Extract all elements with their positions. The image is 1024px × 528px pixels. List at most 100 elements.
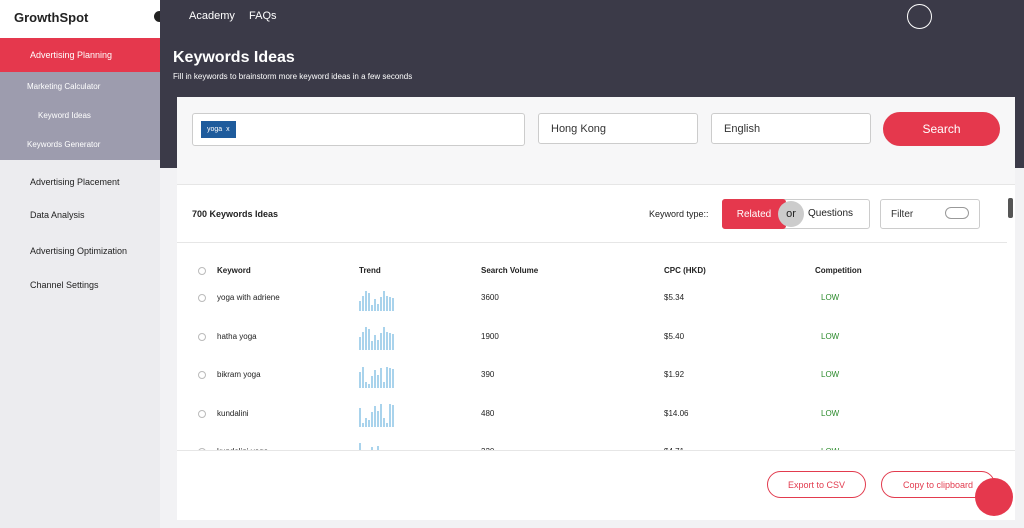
menu-item[interactable]: Advertising Placement [30, 177, 120, 187]
trend-bar [386, 422, 388, 427]
scrollbar [1008, 198, 1013, 218]
cpc: $5.40 [664, 331, 685, 341]
competition: LOW [821, 331, 840, 341]
result-count: 700 Keywords Ideas [192, 209, 279, 219]
trend-bar [377, 304, 379, 311]
trend-bar [389, 403, 391, 427]
checkbox[interactable] [198, 371, 206, 379]
trend-bar [374, 370, 376, 388]
chat-button[interactable] [975, 478, 1013, 516]
trend-bar [380, 368, 382, 388]
search-volume: 480 [481, 408, 495, 418]
cpc: $5.34 [664, 293, 685, 302]
column-header[interactable]: Search Volume [481, 266, 539, 275]
trend-bar [368, 384, 370, 388]
trend-bar [359, 372, 361, 388]
trend-bar [380, 332, 382, 350]
trend-bar [362, 422, 364, 427]
filter-switch[interactable] [945, 207, 969, 219]
trend-bar [368, 419, 370, 427]
notifications[interactable] [907, 4, 932, 29]
trend-bar [377, 410, 379, 427]
trend-bar [377, 339, 379, 350]
submenu-item[interactable]: Keyword Ideas [38, 110, 91, 120]
trend-bar [362, 296, 364, 311]
type-label: Keyword type:: [649, 209, 709, 219]
trend-bar [380, 297, 382, 311]
location-input[interactable]: Hong Kong [538, 113, 698, 144]
column-header: Trend [359, 266, 381, 275]
filter-text: Filter [891, 208, 914, 220]
divider [177, 242, 1007, 243]
keyword: kundalini [217, 408, 249, 418]
competition: LOW [821, 447, 839, 450]
trend-bar [362, 331, 364, 350]
submenu-item[interactable]: Marketing Calculator [27, 81, 101, 91]
keyword: kundalini yoga [217, 447, 268, 450]
keyword: yoga with adriene [217, 293, 280, 302]
cpc: $14.06 [664, 408, 689, 418]
column-header[interactable]: Keyword [217, 266, 251, 275]
trend-bar [359, 407, 361, 427]
trend-bar [371, 340, 373, 350]
menu-active[interactable]: Advertising Planning [0, 38, 160, 72]
tag-remove[interactable]: x [226, 126, 230, 133]
sparkline [359, 289, 399, 311]
trend-bar [371, 447, 373, 450]
submenu-bg [0, 72, 160, 160]
trend-bar [359, 336, 361, 350]
checkbox[interactable] [198, 409, 206, 418]
nav-link[interactable]: FAQs [249, 10, 277, 22]
trend-bar [392, 404, 394, 427]
export-button[interactable]: Export to CSV [767, 471, 866, 498]
type-questions[interactable]: Questions [808, 208, 854, 219]
menu-item[interactable]: Advertising Optimization [30, 246, 128, 256]
search-volume: 1900 [481, 331, 499, 341]
table-body: yoga with adriene 3600 $5.34 LOW hatha yoga 1… [177, 285, 1007, 450]
trend-bar [389, 332, 391, 350]
competition: LOW [821, 408, 840, 418]
menu-item[interactable]: Channel Settings [30, 280, 99, 290]
keyword-input[interactable]: yoga x [192, 113, 525, 146]
language-select[interactable]: English [711, 113, 871, 144]
tag-text: yoga [207, 126, 223, 133]
menu-item[interactable]: Data Analysis [30, 210, 85, 220]
sparkline [359, 443, 399, 450]
trend-bar [365, 417, 367, 427]
checkbox[interactable] [198, 332, 206, 341]
trend-bar [380, 403, 382, 427]
column-header[interactable]: Competition [815, 266, 862, 275]
checkbox[interactable] [198, 267, 206, 275]
page-title: Keywords Ideas [173, 49, 295, 66]
competition: LOW [821, 370, 840, 379]
search-button[interactable]: Search [883, 112, 1000, 146]
search-volume: 3600 [481, 293, 499, 302]
trend-bar [386, 296, 388, 311]
trend-bar [377, 375, 379, 388]
nav-link[interactable]: Academy [189, 10, 235, 22]
trend-bar [374, 405, 376, 427]
trend-bar [368, 293, 370, 311]
collapse[interactable] [154, 11, 165, 22]
trend-bar [383, 326, 385, 350]
sidebar: GrowthSpot Advertising Planning Marketin… [0, 0, 165, 528]
submenu-item[interactable]: Keywords Generator [27, 139, 101, 149]
trend-bar [359, 301, 361, 311]
search-volume: 390 [481, 370, 495, 379]
footer-divider [177, 450, 1015, 451]
keyword: bikram yoga [217, 370, 261, 379]
keyword: hatha yoga [217, 331, 257, 341]
filter[interactable]: Filter [880, 199, 980, 229]
cpc: $4.71 [664, 447, 684, 450]
trend-bar [386, 367, 388, 388]
column-header[interactable]: CPC (HKD) [664, 266, 706, 275]
cpc: $1.92 [664, 370, 685, 379]
trend-bar [374, 334, 376, 350]
trend-bar [368, 328, 370, 350]
checkbox[interactable] [198, 294, 206, 302]
trend-bar [377, 446, 379, 450]
type-related[interactable]: Related [722, 199, 786, 229]
trend-bar [374, 299, 376, 311]
sparkline [359, 366, 399, 388]
